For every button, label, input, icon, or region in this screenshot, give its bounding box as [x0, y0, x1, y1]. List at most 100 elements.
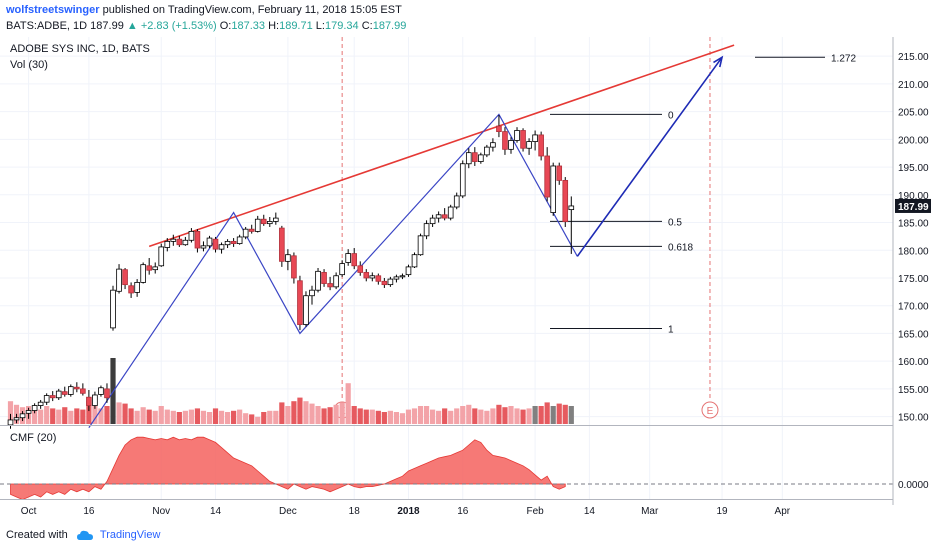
volume-bar: [448, 410, 454, 424]
candle-body: [532, 134, 538, 142]
volume-bar: [80, 409, 86, 424]
volume-bar: [249, 414, 255, 424]
candle: [49, 391, 56, 402]
candle-body: [526, 141, 532, 149]
tradingview-brand[interactable]: TradingView: [99, 529, 161, 541]
candle: [254, 215, 261, 233]
candle: [122, 268, 128, 290]
candle: [333, 272, 339, 290]
candle: [86, 389, 92, 412]
candle: [43, 393, 50, 405]
candle-body: [465, 152, 472, 165]
last-price: 187.99: [90, 20, 124, 32]
fib-level-label: 0.5: [668, 217, 682, 228]
volume-bar: [351, 406, 357, 424]
candle: [31, 403, 38, 414]
candle-body: [423, 223, 430, 237]
candle-body: [37, 401, 44, 406]
candle: [116, 264, 122, 294]
last-price-tag: [895, 198, 931, 213]
candle: [158, 243, 165, 267]
volume-bar: [291, 401, 297, 424]
candle: [140, 262, 146, 284]
fib-level-label: 1: [668, 324, 674, 335]
candle: [248, 224, 255, 234]
candle-body: [49, 395, 56, 399]
volume-bar: [478, 409, 484, 424]
volume-bar: [363, 409, 369, 424]
projection-arrow-line: [576, 56, 723, 257]
volume-bar: [44, 406, 50, 424]
volume-bar: [134, 410, 140, 424]
volume-bar: [544, 402, 550, 424]
volume-bar: [56, 409, 62, 424]
candle-body: [92, 394, 98, 406]
volume-bar: [92, 406, 98, 424]
time-tick-label: 18: [349, 506, 361, 517]
candles: [7, 114, 575, 429]
candle-body: [333, 275, 339, 288]
volume-bar: [442, 408, 448, 424]
volume-bar: [303, 401, 309, 424]
candle-body: [182, 239, 189, 246]
candle: [357, 261, 364, 276]
candle-body: [110, 289, 116, 329]
volume-bar: [466, 404, 472, 424]
candle: [291, 252, 297, 284]
candle: [13, 413, 20, 424]
footer: Created with TradingView: [6, 529, 160, 541]
candle: [339, 260, 345, 277]
candle-body: [562, 179, 569, 223]
time-tick-label: 16: [457, 506, 469, 517]
candle-body: [309, 289, 315, 297]
candle: [164, 238, 171, 252]
candle: [188, 228, 195, 243]
candle-body: [122, 269, 128, 286]
volume-bar: [568, 406, 574, 424]
time-tick-label: Oct: [21, 506, 37, 517]
volume-bar: [387, 410, 393, 424]
candle: [447, 204, 454, 221]
volume-bar: [321, 408, 327, 424]
volume-bar: [484, 410, 490, 424]
price-tick-label: 210.00: [898, 80, 929, 91]
candle: [363, 269, 370, 282]
volume-bar: [538, 406, 544, 424]
price-tick-label: 165.00: [898, 329, 929, 340]
candle-body: [188, 231, 195, 241]
candle: [568, 196, 575, 254]
fib-level-label: 1.272: [831, 53, 856, 64]
candle: [472, 147, 478, 166]
volume-bar: [122, 403, 128, 424]
grid: [0, 37, 893, 499]
volume-bar: [206, 412, 213, 424]
volume-bar: [399, 413, 406, 424]
candle-body: [61, 391, 68, 395]
candle-body: [502, 131, 508, 150]
candle: [375, 273, 382, 285]
volume-bar: [357, 408, 363, 424]
volume-bar: [496, 404, 502, 424]
price-tick-label: 150.00: [898, 413, 929, 424]
volume-bar: [315, 406, 321, 424]
volume-bar: [176, 412, 182, 424]
candle-body: [74, 386, 80, 390]
candle: [441, 208, 448, 221]
volume-bar: [472, 408, 478, 424]
earnings-badge-label: E: [707, 406, 714, 417]
candle-body: [212, 238, 219, 250]
price-tick-label: 195.00: [898, 163, 929, 174]
candle-body: [285, 254, 291, 262]
zigzag-pattern: [88, 113, 578, 429]
candle-body: [405, 266, 412, 276]
candle: [146, 258, 152, 275]
candle: [544, 147, 550, 202]
candle-body: [248, 228, 255, 232]
publisher-link[interactable]: wolfstreetswinger: [6, 4, 100, 16]
high-label: H:: [268, 20, 280, 32]
cmf-pane: 0.0000: [0, 436, 929, 501]
candle-body: [441, 214, 448, 219]
volume-bar: [50, 408, 56, 424]
volume-bar: [369, 409, 375, 424]
